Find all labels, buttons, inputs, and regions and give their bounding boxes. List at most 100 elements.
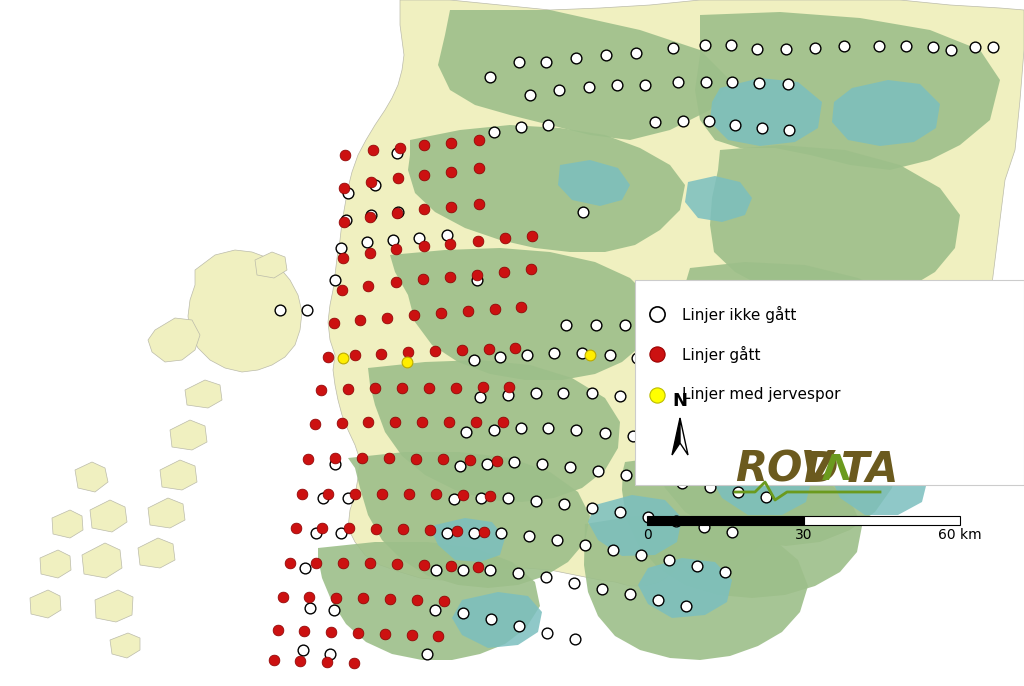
Point xyxy=(327,274,343,285)
Point xyxy=(460,305,476,316)
Point xyxy=(439,528,456,539)
Polygon shape xyxy=(328,0,1024,586)
Point xyxy=(433,307,450,318)
Point xyxy=(441,239,458,250)
Point xyxy=(567,425,584,436)
Point xyxy=(333,528,349,539)
Point xyxy=(519,349,536,360)
Point xyxy=(447,383,464,394)
Polygon shape xyxy=(408,125,685,252)
Point xyxy=(466,355,482,366)
Point xyxy=(493,528,509,539)
Polygon shape xyxy=(695,12,1000,170)
Point xyxy=(335,558,351,569)
Point xyxy=(479,458,496,469)
Point xyxy=(649,390,666,401)
Point xyxy=(734,324,751,335)
Point xyxy=(354,453,371,464)
Point xyxy=(598,49,614,60)
Point xyxy=(362,176,379,187)
Point xyxy=(341,523,357,534)
Polygon shape xyxy=(318,542,540,660)
Point xyxy=(367,180,383,191)
Point xyxy=(511,56,527,67)
Point xyxy=(414,416,430,427)
Point xyxy=(399,346,416,357)
Point xyxy=(442,202,459,213)
Polygon shape xyxy=(588,495,682,556)
Text: 0: 0 xyxy=(643,528,651,542)
Point xyxy=(538,56,554,67)
Point xyxy=(354,593,371,604)
Point xyxy=(737,447,754,458)
Point xyxy=(665,43,681,54)
Point xyxy=(476,527,493,538)
Point xyxy=(625,431,641,442)
Point xyxy=(696,442,713,453)
Polygon shape xyxy=(672,418,680,455)
Polygon shape xyxy=(255,252,287,278)
Point xyxy=(724,77,740,88)
Point xyxy=(581,82,597,93)
Point xyxy=(549,534,565,545)
Point xyxy=(442,137,459,148)
Point xyxy=(709,442,725,453)
Polygon shape xyxy=(831,452,928,515)
Point xyxy=(340,383,356,394)
Point xyxy=(336,217,352,228)
Point xyxy=(640,394,656,405)
Polygon shape xyxy=(368,360,620,502)
Point xyxy=(752,407,768,418)
Text: Linjer gått: Linjer gått xyxy=(682,346,761,362)
Point xyxy=(326,318,342,329)
Point xyxy=(416,169,432,180)
Point xyxy=(319,488,336,499)
Point xyxy=(656,353,673,364)
Point xyxy=(374,488,390,499)
Point xyxy=(471,198,487,209)
Point xyxy=(466,528,482,539)
Point xyxy=(567,53,584,64)
Point xyxy=(347,349,364,360)
Point xyxy=(522,89,539,100)
Point xyxy=(566,578,583,589)
Point xyxy=(300,453,316,464)
Point xyxy=(408,453,424,464)
Point xyxy=(611,390,628,401)
Point xyxy=(328,593,344,604)
Point xyxy=(693,410,710,421)
Point xyxy=(327,453,343,464)
Point xyxy=(628,47,644,58)
Point xyxy=(646,473,663,484)
Point xyxy=(556,499,572,510)
Point xyxy=(301,591,317,602)
Point xyxy=(335,353,351,364)
Point xyxy=(362,209,379,220)
Point xyxy=(650,595,667,606)
Point xyxy=(390,206,407,217)
Point xyxy=(428,565,444,576)
Point xyxy=(334,285,350,296)
Point xyxy=(308,528,325,539)
Point xyxy=(629,353,645,364)
Point xyxy=(751,78,767,88)
Point xyxy=(546,348,562,359)
Point xyxy=(314,493,331,504)
Text: 60 km: 60 km xyxy=(938,528,982,542)
Point xyxy=(555,388,571,399)
Point xyxy=(336,182,352,193)
Point xyxy=(486,303,503,314)
Polygon shape xyxy=(685,176,752,222)
Point xyxy=(562,462,579,473)
Point xyxy=(524,230,541,241)
Polygon shape xyxy=(348,452,590,588)
Polygon shape xyxy=(185,380,222,408)
Point xyxy=(500,493,516,504)
Bar xyxy=(647,516,804,525)
Point xyxy=(266,654,283,665)
Polygon shape xyxy=(95,590,133,622)
Point xyxy=(419,648,435,659)
Point xyxy=(582,349,598,360)
Point xyxy=(274,591,291,602)
Point xyxy=(359,416,376,427)
